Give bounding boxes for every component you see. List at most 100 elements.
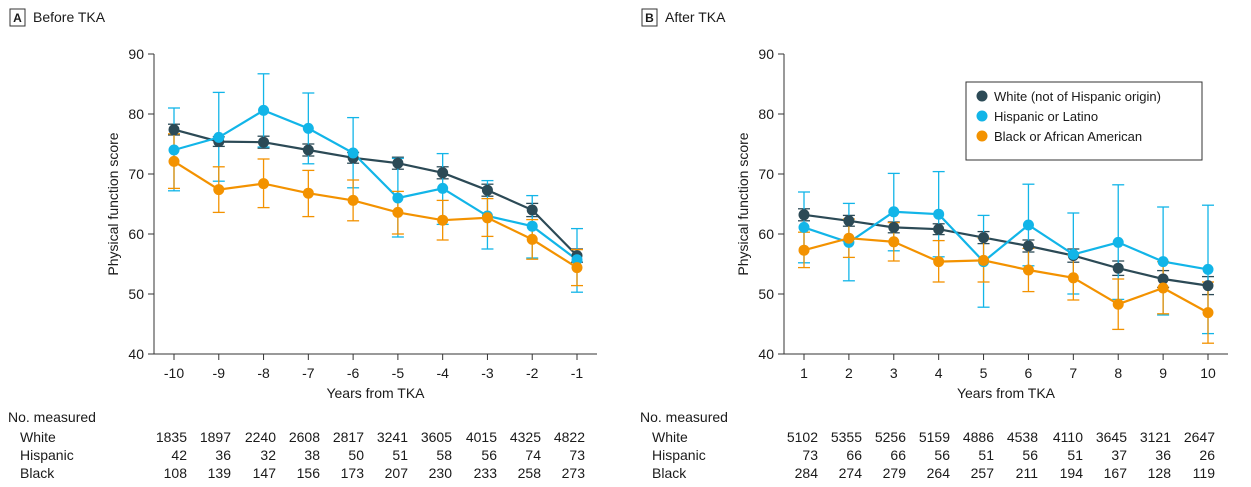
data-point [258,104,270,116]
data-point [1202,307,1214,319]
data-point [933,208,945,220]
x-axis-label: Years from TKA [326,385,425,401]
measured-row-label: Hispanic [652,447,706,463]
y-axis-label: Physical function score [105,132,121,275]
series-line [173,109,578,261]
measured-cell: 42 [171,447,187,463]
data-point [978,254,990,266]
measured-cell: 233 [474,465,498,481]
measured-cell: 2647 [1184,429,1215,445]
data-point [302,187,314,199]
measured-cell: 5355 [831,429,862,445]
series-markers-hispanic [168,104,583,266]
data-point [347,194,359,206]
measured-row-label: Black [652,465,687,481]
measured-cell: 2608 [289,429,320,445]
measured-cell: 230 [429,465,453,481]
series-line [173,128,578,257]
legend-label: White (not of Hispanic origin) [994,89,1161,104]
measured-cell: 258 [518,465,542,481]
measured-cell: 139 [208,465,232,481]
series-line [173,160,578,269]
measured-cell: 1835 [156,429,187,445]
legend-marker [976,90,988,102]
x-tick-label: -6 [347,365,360,381]
data-point [347,147,359,159]
data-point [1022,219,1034,231]
measured-cell: 3645 [1096,429,1127,445]
measured-cell: 194 [1060,465,1084,481]
y-tick-label: 50 [128,286,144,302]
x-tick-label: -3 [481,365,494,381]
measured-cell: 211 [1016,465,1039,481]
measured-cell: 3605 [421,429,452,445]
series-line [803,213,1209,287]
panel-letter-box [9,8,26,27]
measured-table: No. measured White 5102 5355 5256 5159 4886 453… [640,409,1215,481]
x-tick-label: 4 [935,365,943,381]
measured-cell: 32 [260,447,276,463]
data-point [302,122,314,134]
data-point [526,233,538,245]
data-point [888,221,900,233]
y-axis-label: Physical function score [735,132,751,275]
measured-cell: 4110 [1053,429,1083,445]
measured-cell: 5159 [919,429,950,445]
data-point [1022,264,1034,276]
chart-panel-a: A Before TKA 40 50 60 70 80 90 -10 -9 -8 -7 -6 -5 -4 -3… [8,8,597,481]
x-tick-label: 9 [1159,365,1167,381]
series-black [798,218,1214,344]
data-point [888,206,900,218]
legend-marker [976,130,988,142]
data-point [392,192,404,204]
panel-letter: A [13,11,22,25]
series-hispanic [168,73,583,293]
data-point [526,220,538,232]
measured-cell: 26 [1199,447,1215,463]
data-point [437,167,449,179]
data-point [392,206,404,218]
panel-title: Before TKA [33,9,106,25]
data-point [526,204,538,216]
data-point [1067,272,1079,284]
measured-cell: 257 [971,465,995,481]
panel-title: After TKA [665,9,726,25]
y-tick-label: 90 [758,46,774,62]
y-tick-label: 60 [128,226,144,242]
x-tick-label: -7 [302,365,315,381]
measured-cell: 167 [1104,465,1128,481]
measured-cell: 2817 [333,429,364,445]
measured-cell: 73 [569,447,585,463]
data-point [1157,256,1169,268]
measured-cell: 156 [297,465,321,481]
data-point [798,244,810,256]
x-tick-label: -10 [164,365,184,381]
y-tick-label: 70 [758,166,774,182]
x-tick-label: -1 [571,365,584,381]
series-markers-black [168,155,583,274]
measured-cell: 73 [802,447,818,463]
legend-box [965,81,1203,161]
data-point [392,157,404,169]
measured-cell: 51 [978,447,994,463]
x-tick-label: -5 [392,365,405,381]
series-hispanic [798,170,1214,335]
x-tick-label: 2 [845,365,853,381]
data-point [843,215,855,227]
y-tick-label: 40 [758,346,774,362]
data-point [1067,248,1079,260]
data-point [168,144,180,156]
measured-cell: 56 [934,447,950,463]
measured-cell: 4325 [510,429,541,445]
data-point [481,184,493,196]
data-point [571,254,583,266]
data-point [258,136,270,148]
measured-cell: 279 [883,465,907,481]
data-point [168,124,180,136]
panel-letter-box [641,8,658,27]
data-point [798,221,810,233]
x-tick-label: 6 [1025,365,1033,381]
series-black [168,133,583,287]
data-point [258,178,270,190]
